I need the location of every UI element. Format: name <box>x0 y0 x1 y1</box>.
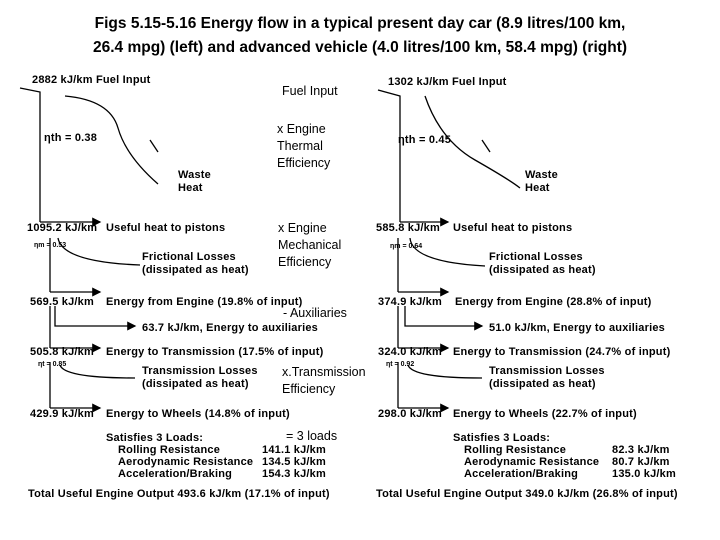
left-loads-names: Rolling Resistance Aerodynamic Resistanc… <box>118 444 253 480</box>
note-engine-thermal-line-2: Thermal <box>277 139 323 153</box>
left-trans-losses-line-2: (dissipated as heat) <box>142 378 249 390</box>
right-load-accel: Acceleration/Braking <box>464 468 579 480</box>
left-eta-mech: ηm = 0.53 <box>34 242 67 249</box>
right-load-aero-value: 80.7 kJ/km <box>612 456 670 468</box>
left-trans-label: Energy to Transmission (17.5% of input) <box>106 346 324 358</box>
note-engine-thermal-line-1: x Engine <box>277 122 326 136</box>
right-pistons-value: 585.8 kJ/km <box>376 222 440 234</box>
right-waste-heat-curve <box>424 95 521 189</box>
left-fuel-input: 2882 kJ/km Fuel Input <box>32 74 151 86</box>
right-friction-curve <box>409 237 486 267</box>
left-aux-label: 63.7 kJ/km, Energy to auxiliaries <box>142 322 318 334</box>
right-friction-line-1: Frictional Losses <box>489 251 583 263</box>
note-engine-mechanical-line-3: Efficiency <box>278 255 332 269</box>
note-transmission: x.Transmission Efficiency <box>282 364 366 398</box>
note-engine-mechanical-line-2: Mechanical <box>278 238 342 252</box>
note-auxiliaries: - Auxiliaries <box>283 306 347 320</box>
note-engine-thermal: x Engine Thermal Efficiency <box>277 121 330 172</box>
right-aux-arrow <box>404 306 484 331</box>
left-eta-trans: ηt = 0.85 <box>38 361 67 368</box>
title-line-1: Figs 5.15-5.16 Energy flow in a typical … <box>94 15 626 32</box>
right-pistons-label: Useful heat to pistons <box>453 222 573 234</box>
right-loads-values: 82.3 kJ/km 80.7 kJ/km 135.0 kJ/km <box>612 444 676 480</box>
right-trans-losses: Transmission Losses (dissipated as heat) <box>489 365 605 391</box>
right-friction-line-2: (dissipated as heat) <box>489 264 596 276</box>
left-friction-line-1: Frictional Losses <box>142 251 236 263</box>
left-trans-loss-curve <box>59 364 136 379</box>
right-waste-heat-line-1: Waste <box>525 169 558 181</box>
right-eta-mech: ηm = 0.64 <box>390 243 423 250</box>
right-fuel-input: 1302 kJ/km Fuel Input <box>388 76 507 88</box>
right-loads-title: Satisfies 3 Loads: <box>453 432 551 444</box>
right-trans-value: 324.0 kJ/km <box>378 346 442 358</box>
left-friction-line-2: (dissipated as heat) <box>142 264 249 276</box>
right-engine-value: 374.9 kJ/km <box>378 296 442 308</box>
right-waste-heat-line-2: Heat <box>525 182 550 194</box>
note-engine-mechanical-line-1: x Engine <box>278 221 327 235</box>
left-engine-label: Energy from Engine (19.8% of input) <box>106 296 303 308</box>
right-trans-losses-line-2: (dissipated as heat) <box>489 378 596 390</box>
left-engine-value: 569.5 kJ/km <box>30 296 94 308</box>
left-load-accel-value: 154.3 kJ/km <box>262 468 326 480</box>
left-wheels-label: Energy to Wheels (14.8% of input) <box>106 408 290 420</box>
left-load-aero-value: 134.5 kJ/km <box>262 456 326 468</box>
right-eta-trans: ηt = 0.92 <box>386 361 415 368</box>
left-load-accel: Acceleration/Braking <box>118 468 233 480</box>
right-wheels-label: Energy to Wheels (22.7% of input) <box>453 408 637 420</box>
left-waste-heat: Waste Heat <box>178 169 211 195</box>
right-input-stem <box>377 89 401 222</box>
left-input-stem <box>19 87 41 222</box>
note-three-loads: = 3 loads <box>286 429 338 443</box>
title-line-2: 26.4 mpg) (left) and advanced vehicle (4… <box>92 39 628 56</box>
right-trans-loss-curve <box>407 364 483 379</box>
left-pistons-label: Useful heat to pistons <box>106 222 226 234</box>
right-total-output: Total Useful Engine Output 349.0 kJ/km (… <box>376 488 678 500</box>
right-trans-losses-line-1: Transmission Losses <box>489 365 605 377</box>
left-loads-title: Satisfies 3 Loads: <box>106 432 204 444</box>
left-waste-heat-line-1: Waste <box>178 169 211 181</box>
left-wheels-value: 429.9 kJ/km <box>30 408 94 420</box>
left-load-aero: Aerodynamic Resistance <box>118 456 254 468</box>
left-pistons-value: 1095.2 kJ/km <box>27 222 98 234</box>
left-trans-losses-line-1: Transmission Losses <box>142 365 258 377</box>
left-friction-losses: Frictional Losses (dissipated as heat) <box>142 251 249 277</box>
left-total-output: Total Useful Engine Output 493.6 kJ/km (… <box>28 488 330 500</box>
right-eta-thermal: ηth = 0.45 <box>398 134 452 146</box>
left-load-rolling: Rolling Resistance <box>118 444 221 456</box>
right-engine-label: Energy from Engine (28.8% of input) <box>455 296 652 308</box>
note-engine-mechanical: x Engine Mechanical Efficiency <box>278 220 341 271</box>
left-waste-heat-curve <box>64 95 159 185</box>
note-engine-thermal-line-3: Efficiency <box>277 156 331 170</box>
right-load-rolling: Rolling Resistance <box>464 444 567 456</box>
left-aux-arrow <box>54 306 137 331</box>
left-eta-thermal: ηth = 0.38 <box>44 132 98 144</box>
right-load-rolling-value: 82.3 kJ/km <box>612 444 670 456</box>
left-friction-curve <box>57 237 141 266</box>
note-transmission-line-2: Efficiency <box>282 382 336 396</box>
left-waste-tick <box>149 139 159 153</box>
note-transmission-line-1: x.Transmission <box>282 365 366 379</box>
right-loads-names: Rolling Resistance Aerodynamic Resistanc… <box>464 444 599 480</box>
right-waste-heat: Waste Heat <box>525 169 558 195</box>
left-trans-losses: Transmission Losses (dissipated as heat) <box>142 365 258 391</box>
right-friction-losses: Frictional Losses (dissipated as heat) <box>489 251 596 277</box>
right-wheels-value: 298.0 kJ/km <box>378 408 442 420</box>
note-fuel-input: Fuel Input <box>282 84 338 98</box>
left-waste-heat-line-2: Heat <box>178 182 203 194</box>
right-load-aero: Aerodynamic Resistance <box>464 456 600 468</box>
left-loads-values: 141.1 kJ/km 134.5 kJ/km 154.3 kJ/km <box>262 444 326 480</box>
left-flow-lines <box>19 87 159 413</box>
right-flow-lines <box>377 89 521 413</box>
right-aux-label: 51.0 kJ/km, Energy to auxiliaries <box>489 322 665 334</box>
right-waste-tick <box>481 139 491 153</box>
left-load-rolling-value: 141.1 kJ/km <box>262 444 326 456</box>
left-trans-value: 505.8 kJ/km <box>30 346 94 358</box>
right-trans-label: Energy to Transmission (24.7% of input) <box>453 346 671 358</box>
right-load-accel-value: 135.0 kJ/km <box>612 468 676 480</box>
